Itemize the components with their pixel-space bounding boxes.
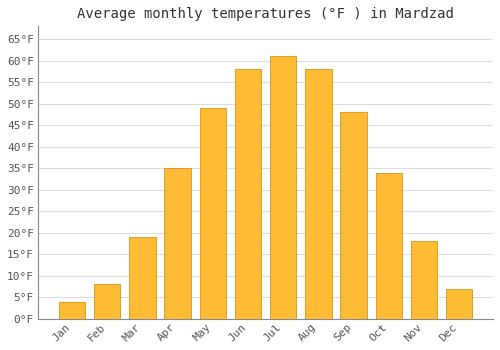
- Bar: [340, 112, 367, 319]
- Bar: [270, 56, 296, 319]
- Bar: [129, 237, 156, 319]
- Title: Average monthly temperatures (°F ) in Mardzad: Average monthly temperatures (°F ) in Ma…: [77, 7, 454, 21]
- Bar: [59, 302, 85, 319]
- Bar: [446, 289, 472, 319]
- Bar: [164, 168, 191, 319]
- Bar: [305, 69, 332, 319]
- Bar: [376, 173, 402, 319]
- Bar: [200, 108, 226, 319]
- Bar: [411, 241, 437, 319]
- Bar: [235, 69, 261, 319]
- Bar: [94, 285, 120, 319]
